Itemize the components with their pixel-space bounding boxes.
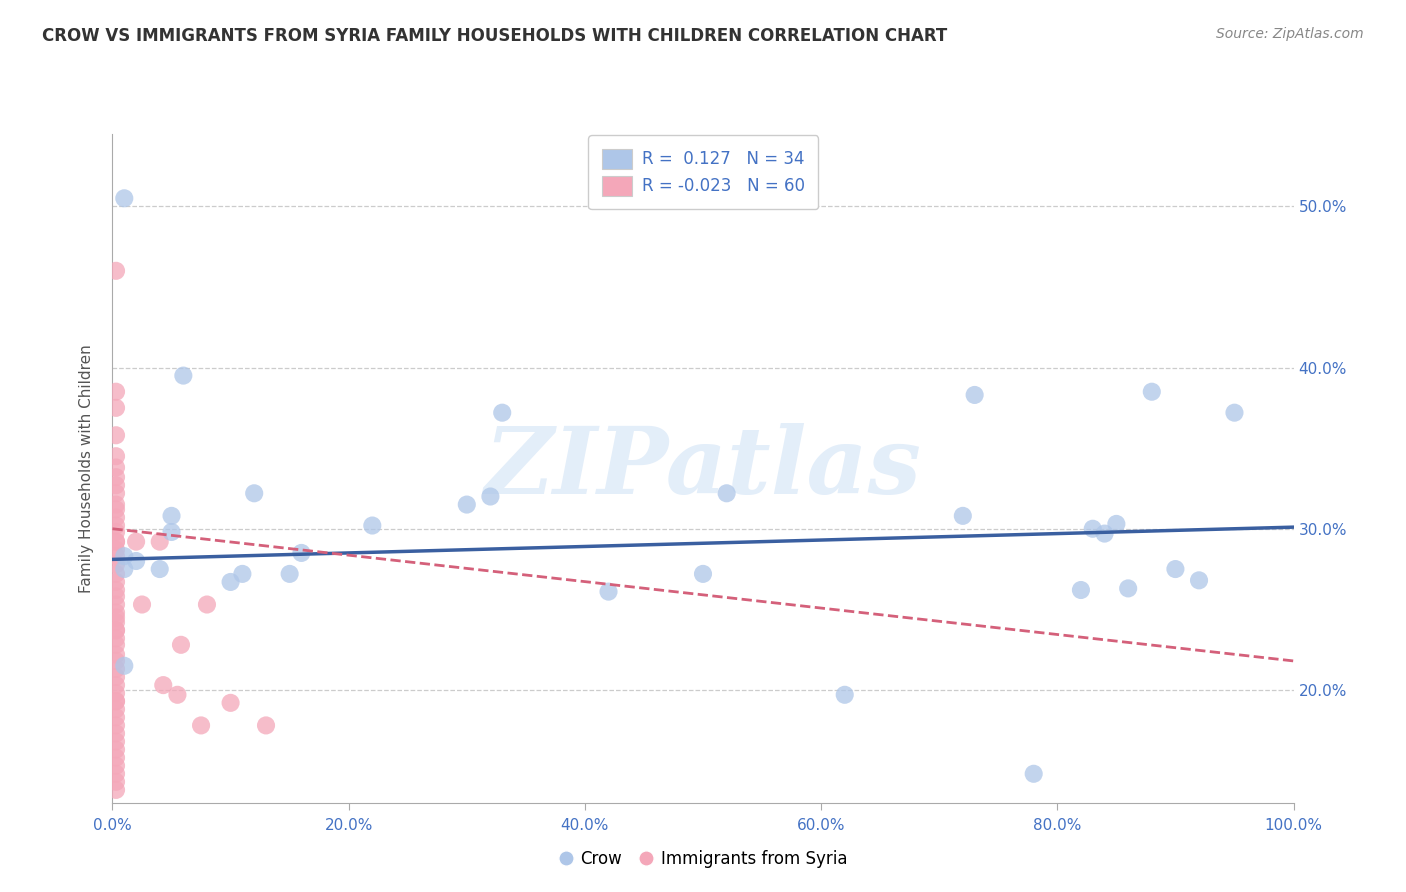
Point bbox=[105, 654, 128, 668]
Point bbox=[149, 562, 172, 576]
Point bbox=[105, 498, 128, 512]
Point bbox=[112, 549, 135, 563]
Point bbox=[105, 742, 128, 756]
Point bbox=[105, 758, 128, 772]
Point bbox=[1223, 406, 1246, 420]
Point bbox=[105, 624, 128, 638]
Point bbox=[105, 486, 128, 500]
Point bbox=[105, 598, 128, 612]
Point bbox=[1081, 522, 1104, 536]
Point bbox=[105, 264, 128, 278]
Point bbox=[105, 662, 128, 676]
Point bbox=[1140, 384, 1163, 399]
Point bbox=[195, 598, 218, 612]
Point bbox=[105, 686, 128, 700]
Point bbox=[105, 624, 128, 638]
Point bbox=[152, 678, 174, 692]
Point bbox=[112, 191, 135, 205]
Point bbox=[160, 508, 183, 523]
Point bbox=[105, 534, 128, 549]
Point bbox=[963, 388, 986, 402]
Point bbox=[105, 670, 128, 684]
Point bbox=[105, 574, 128, 589]
Point bbox=[105, 610, 128, 624]
Text: ZIPatlas: ZIPatlas bbox=[485, 424, 921, 513]
Point bbox=[105, 566, 128, 581]
Point bbox=[105, 534, 128, 549]
Point bbox=[952, 508, 974, 523]
Y-axis label: Family Households with Children: Family Households with Children bbox=[79, 344, 94, 592]
Point bbox=[456, 498, 478, 512]
Point bbox=[105, 648, 128, 662]
Point bbox=[254, 718, 277, 732]
Point bbox=[278, 566, 301, 581]
Point bbox=[105, 401, 128, 415]
Point bbox=[598, 584, 620, 599]
Text: Source: ZipAtlas.com: Source: ZipAtlas.com bbox=[1216, 27, 1364, 41]
Point bbox=[105, 726, 128, 740]
Point bbox=[105, 590, 128, 604]
Point bbox=[160, 524, 183, 539]
Point bbox=[105, 734, 128, 748]
Point bbox=[219, 696, 242, 710]
Point bbox=[105, 718, 128, 732]
Point bbox=[834, 688, 856, 702]
Point bbox=[243, 486, 266, 500]
Point bbox=[105, 638, 128, 652]
Point bbox=[105, 384, 128, 399]
Point bbox=[1164, 562, 1187, 576]
Point bbox=[105, 606, 128, 620]
Point bbox=[105, 632, 128, 646]
Point bbox=[105, 428, 128, 442]
Point bbox=[1094, 526, 1116, 541]
Point bbox=[105, 524, 128, 539]
Point bbox=[219, 574, 242, 589]
Point bbox=[105, 766, 128, 780]
Point bbox=[1022, 766, 1045, 780]
Point bbox=[105, 775, 128, 789]
Point bbox=[716, 486, 738, 500]
Point bbox=[692, 566, 714, 581]
Point bbox=[361, 518, 384, 533]
Point bbox=[1105, 516, 1128, 531]
Point bbox=[105, 783, 128, 797]
Point bbox=[105, 542, 128, 557]
Point bbox=[166, 688, 188, 702]
Point bbox=[105, 694, 128, 708]
Point bbox=[1188, 574, 1211, 588]
Point bbox=[105, 478, 128, 492]
Point bbox=[105, 710, 128, 724]
Point bbox=[105, 549, 128, 563]
Point bbox=[1116, 582, 1139, 596]
Point bbox=[112, 658, 135, 673]
Point bbox=[105, 502, 128, 516]
Legend: Crow, Immigrants from Syria: Crow, Immigrants from Syria bbox=[553, 844, 853, 875]
Point bbox=[149, 534, 172, 549]
Point bbox=[105, 702, 128, 716]
Point bbox=[105, 470, 128, 484]
Point bbox=[125, 554, 148, 568]
Point bbox=[1070, 582, 1092, 597]
Point bbox=[105, 518, 128, 533]
Point bbox=[125, 534, 148, 549]
Point bbox=[105, 449, 128, 463]
Point bbox=[105, 460, 128, 475]
Point bbox=[290, 546, 312, 560]
Point bbox=[112, 562, 135, 576]
Point bbox=[105, 510, 128, 524]
Point bbox=[479, 490, 502, 504]
Point bbox=[105, 678, 128, 692]
Point bbox=[190, 718, 212, 732]
Point bbox=[105, 694, 128, 708]
Point bbox=[131, 598, 153, 612]
Point bbox=[105, 750, 128, 764]
Point bbox=[491, 406, 513, 420]
Point bbox=[105, 558, 128, 572]
Point bbox=[170, 638, 193, 652]
Point bbox=[231, 566, 253, 581]
Point bbox=[172, 368, 194, 383]
Point bbox=[105, 615, 128, 630]
Text: CROW VS IMMIGRANTS FROM SYRIA FAMILY HOUSEHOLDS WITH CHILDREN CORRELATION CHART: CROW VS IMMIGRANTS FROM SYRIA FAMILY HOU… bbox=[42, 27, 948, 45]
Point bbox=[105, 582, 128, 597]
